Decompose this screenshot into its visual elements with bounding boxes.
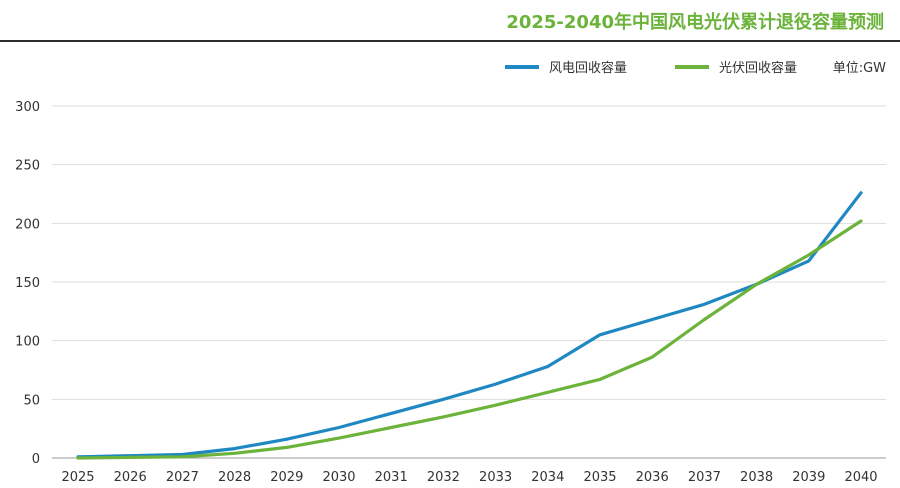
series-line-1: [76, 191, 863, 459]
chart-title: 2025-2040年中国风电光伏累计退役容量预测: [506, 12, 884, 33]
x-tick-label: 2029: [270, 470, 303, 485]
x-tick-label: 2030: [322, 470, 355, 485]
x-tick-label: 2033: [479, 470, 512, 485]
title-divider: [0, 40, 900, 42]
x-tick-label: 2040: [844, 470, 877, 485]
legend-label-1: 风电回收容量: [549, 60, 627, 76]
x-tick-label: 2034: [531, 470, 564, 485]
y-tick-label: 250: [15, 159, 40, 174]
y-tick-label: 300: [15, 100, 40, 115]
x-tick-label: 2028: [218, 470, 251, 485]
grid-lines: [52, 105, 886, 459]
x-tick-label: 2038: [740, 470, 773, 485]
x-tick-label: 2026: [114, 470, 147, 485]
x-axis-ticks: 2025 2026 2027 2028 2029 2030 2031 2032 2033 2034…: [61, 470, 877, 485]
x-tick-label: 2035: [583, 470, 616, 485]
y-axis-ticks: 0 50 100 150 200 250 300: [15, 100, 40, 467]
unit-label: 单位:GW: [833, 61, 886, 76]
y-tick-label: 0: [32, 452, 40, 467]
legend-label-2: 光伏回收容量: [719, 60, 797, 76]
legend: 风电回收容量 光伏回收容量 单位:GW: [505, 60, 886, 76]
series-line-2: [76, 219, 863, 460]
x-tick-label: 2031: [375, 470, 408, 485]
x-tick-label: 2036: [636, 470, 669, 485]
x-tick-label: 2037: [688, 470, 721, 485]
y-tick-label: 150: [15, 276, 40, 291]
y-tick-label: 50: [23, 393, 40, 408]
x-tick-label: 2027: [166, 470, 199, 485]
x-tick-label: 2039: [792, 470, 825, 485]
series-lines: [76, 191, 863, 460]
y-tick-label: 200: [15, 217, 40, 232]
x-tick-label: 2032: [427, 470, 460, 485]
y-tick-label: 100: [15, 335, 40, 350]
x-tick-label: 2025: [61, 470, 94, 485]
